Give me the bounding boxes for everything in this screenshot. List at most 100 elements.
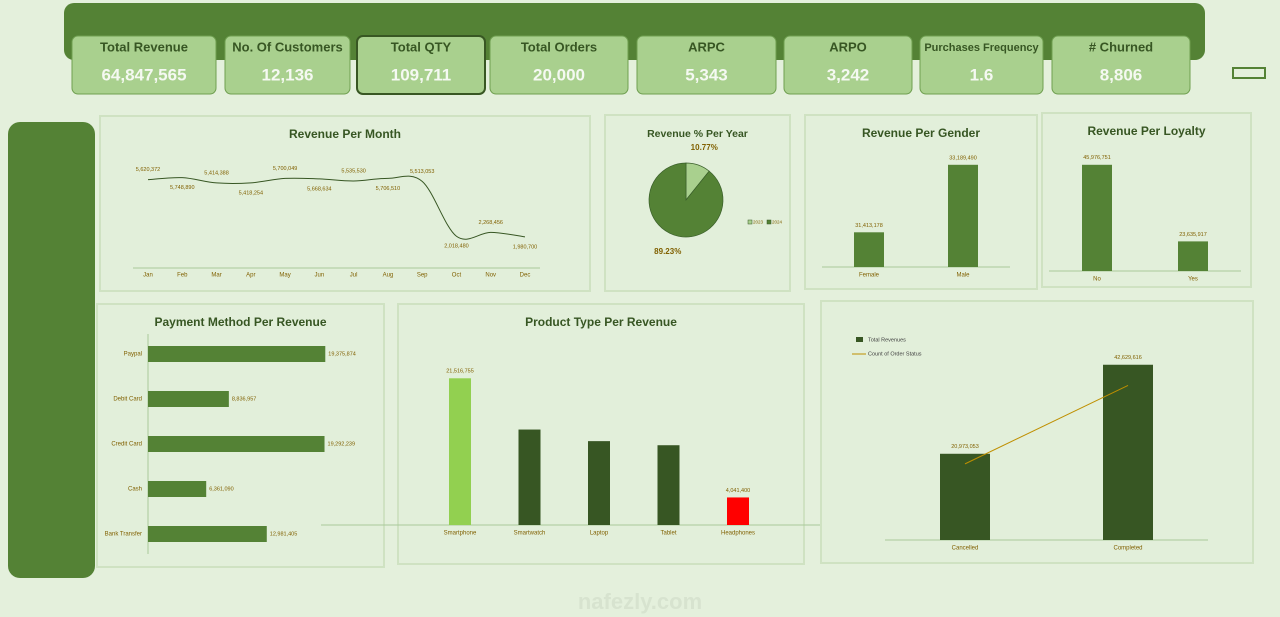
x-tick-label: May [279,273,290,279]
data-label: 5,700,049 [273,166,297,172]
kpi-card [919,35,1044,95]
chart-panel [820,300,1254,564]
bar [588,441,610,525]
bar [148,481,207,497]
data-label: 5,418,254 [239,190,263,196]
legend-label: Total Revenues [868,337,906,343]
chart-panel [1041,112,1252,288]
bar [727,497,749,525]
kpi-card [636,35,777,95]
data-label: 5,535,530 [341,168,365,174]
x-tick-label: Smartwatch [514,531,546,537]
data-label: 5,748,890 [170,185,194,191]
kpi-card [783,35,913,95]
pie-slice [648,162,724,238]
x-tick-label: Jan [143,273,153,279]
x-tick-label: Jun [315,273,325,279]
bar [148,526,267,542]
x-tick-label: Laptop [590,531,609,537]
data-label: 12,981,405 [270,531,298,537]
data-label: 21,516,755 [446,369,474,375]
x-tick-label: Yes [1188,277,1198,283]
kpi-value: 20,000 [533,65,585,84]
x-tick-label: Headphones [721,531,755,537]
bar [854,232,884,267]
legend-label: 2023 [753,220,764,225]
x-tick-label: Oct [452,273,462,279]
bar [948,164,978,267]
kpi-value: 64,847,565 [101,65,186,84]
data-label: 33,189,490 [949,155,977,161]
x-tick-label: Apr [246,273,255,279]
kpi-label: Total Orders [521,39,597,54]
data-label: 89.23% [654,247,681,256]
kpi-label: # Churned [1089,39,1153,54]
data-label: 5,620,372 [136,167,160,173]
bar [449,378,471,525]
y-tick-label: Paypal [124,352,142,358]
bar [1103,364,1153,540]
data-label: 5,706,510 [376,186,400,192]
kpi-value: 1.6 [970,65,994,84]
data-label: 42,629,616 [1114,355,1142,361]
y-tick-label: Cash [128,487,142,493]
kpi-card [1051,35,1191,95]
kpi-label: Purchases Frequency [924,42,1039,54]
x-tick-label: Completed [1113,546,1142,552]
kpi-card [71,35,217,95]
y-tick-label: Debit Card [113,397,142,403]
bar [1082,164,1112,271]
legend-swatch [766,219,772,225]
data-label: 5,513,053 [410,169,434,175]
kpi-label: No. Of Customers [232,39,343,54]
kpi-value: 5,343 [685,65,728,84]
bar [148,436,325,452]
y-tick-label: Credit Card [111,442,142,448]
data-label: 5,668,634 [307,186,331,192]
data-label: 5,414,388 [204,170,228,176]
legend-label: 2024 [772,220,783,225]
x-tick-label: Cancelled [952,546,979,552]
bar [657,445,680,525]
kpi-label: Total Revenue [100,39,188,54]
data-label: 31,413,178 [855,223,883,229]
kpi-value: 12,136 [262,65,314,84]
data-label: 4,041,400 [726,488,750,494]
bar [940,453,990,540]
x-tick-label: Male [956,273,970,279]
legend-label: Count of Order Status [868,351,922,357]
kpi-card [489,35,629,95]
kpi-card [224,35,351,95]
chart-panel [804,114,1038,290]
data-label: 19,375,874 [328,351,356,357]
chart-title: Payment Method Per Revenue [154,315,326,329]
line [964,385,1129,465]
chart-title: Revenue Per Gender [862,126,980,140]
chart-panel [99,115,591,292]
chart-title: Revenue Per Month [289,127,401,141]
x-tick-label: Nov [485,273,496,279]
legend-swatch [747,219,753,225]
x-tick-label: Jul [350,273,358,279]
data-label: 23,635,917 [1179,232,1207,238]
kpi-value: 8,806 [1100,65,1143,84]
x-tick-label: Sep [417,273,428,279]
data-label: 2,268,456 [478,220,502,226]
cell-marker [1232,67,1266,79]
data-label: 20,973,053 [951,444,979,450]
bar [148,391,229,407]
data-label: 19,292,239 [328,441,356,447]
x-tick-label: Smartphone [444,531,477,537]
kpi-label: ARPO [829,39,867,54]
data-label: 10.77% [691,143,718,152]
chart-title: Product Type Per Revenue [525,315,677,329]
x-tick-label: Aug [383,273,394,279]
data-label: 6,361,090 [209,486,233,492]
bar [148,346,326,362]
chart-title: Revenue Per Loyalty [1087,124,1205,138]
x-tick-label: No [1093,277,1101,283]
x-tick-label: Female [859,273,880,279]
data-label: 8,836,957 [232,396,256,402]
legend-swatch [856,337,863,342]
